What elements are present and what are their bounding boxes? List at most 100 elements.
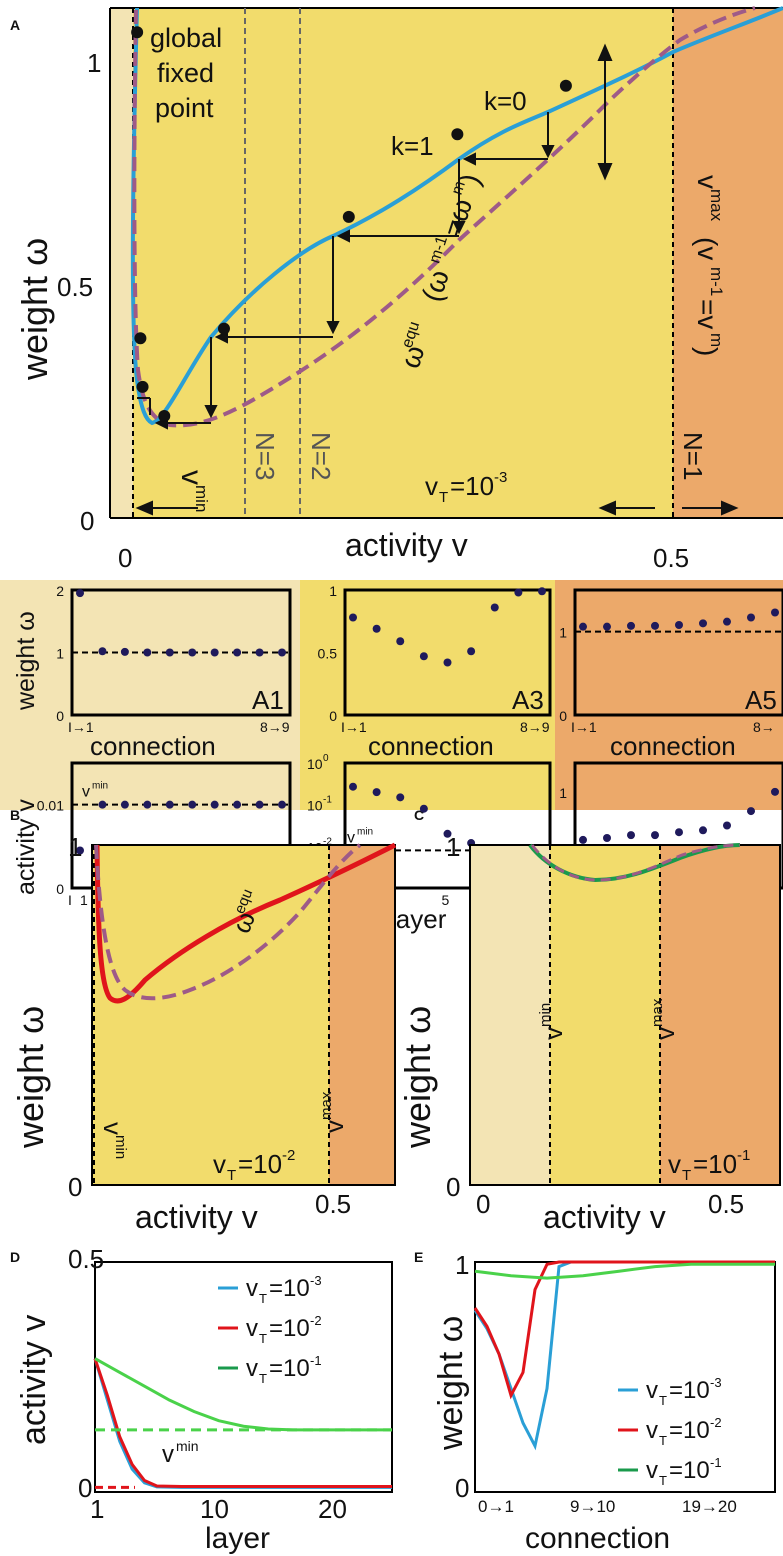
- annot-k0: k=0: [484, 86, 527, 116]
- subplot-xtick: 8→9: [520, 719, 550, 735]
- panel-d: v min v T =10 -3v T =10 -2v T =10 -1 0.5 0 1 10 2…: [15, 1244, 393, 1555]
- subplot-point: [210, 648, 219, 657]
- subplot-point: [419, 652, 428, 661]
- bg-yellow-sub: [300, 580, 555, 810]
- svg-text:v: v: [425, 471, 438, 501]
- subplot-ytick: 0.01: [37, 798, 64, 814]
- svg-text:min: min: [192, 485, 211, 512]
- bg-beige-sub: [0, 580, 300, 810]
- subplot-ytick: 10: [307, 798, 323, 814]
- subplot-point: [443, 658, 452, 667]
- subplot-xtick: I→1: [571, 719, 597, 735]
- subplot-point: [514, 588, 523, 597]
- a5-xlabel: connection: [610, 731, 736, 761]
- subplot-point: [165, 800, 174, 809]
- e-legend-sub: T: [659, 1433, 667, 1448]
- d-legend-sub: T: [259, 1291, 267, 1306]
- d-legend-v: v: [246, 1275, 258, 1302]
- annot-vmax: v max (v m-1 =v m ): [692, 175, 726, 356]
- subplot-point: [603, 622, 611, 631]
- subplot-point: [627, 831, 635, 840]
- d-legend-val: =10: [269, 1275, 310, 1302]
- e-ytick-1: 1: [455, 1250, 469, 1280]
- e-series-line: [473, 1260, 775, 1451]
- d-legend: v T =10 -3v T =10 -2v T =10 -1: [218, 1273, 322, 1386]
- d-ytick-0: 0: [78, 1473, 92, 1503]
- subplot-ytick: 10: [307, 756, 323, 772]
- subplot-vmin-label: v: [347, 829, 355, 846]
- subplot-point: [120, 647, 129, 656]
- b-vt: v T =10 -2: [213, 1147, 295, 1184]
- annot-vt: v T =10 -3: [425, 469, 507, 506]
- svg-text:): ): [692, 347, 723, 356]
- d-lines: [93, 1357, 392, 1489]
- d-xlabel: layer: [205, 1522, 270, 1555]
- subplot-title-a3: A3: [512, 685, 544, 715]
- subplot-point: [233, 648, 242, 657]
- svg-text:min: min: [176, 1438, 199, 1454]
- arrowhead: [326, 321, 340, 335]
- panel-a: global fixed point k=0 k=1 v min v max (…: [14, 6, 783, 573]
- subplot-point: [699, 826, 707, 835]
- svg-text:-3: -3: [494, 469, 507, 486]
- subplot-point: [723, 617, 731, 626]
- subplot-point: [255, 800, 264, 809]
- subplot-ytick: 1: [559, 785, 567, 801]
- annot-n3: N=3: [250, 432, 280, 480]
- svg-text:v: v: [98, 1122, 128, 1135]
- e-xtick-9: 9→10: [570, 1497, 615, 1516]
- cobweb-marker: [158, 410, 171, 422]
- subplot-ytick: 0: [329, 708, 337, 724]
- arrowhead: [597, 43, 613, 61]
- e-ylabel: weight ω: [432, 1316, 470, 1451]
- subplot-point: [396, 793, 405, 802]
- subplot-xtick: I→1: [341, 719, 367, 735]
- e-xtick-19: 19→20: [682, 1497, 737, 1516]
- b-vmin-label: v min: [98, 1122, 129, 1159]
- d-series-line: [94, 1357, 392, 1432]
- b-ytick-0: 0: [68, 1172, 82, 1202]
- d-vmin: v min: [162, 1438, 199, 1468]
- c-bg-beige: [470, 845, 550, 1185]
- subplot-xtick: I→1: [68, 719, 94, 735]
- e-series-line: [474, 1262, 775, 1280]
- c-bg-orange: [660, 845, 780, 1185]
- a-xlabel: activity v: [345, 527, 468, 563]
- e-legend-exp: -2: [710, 1415, 722, 1430]
- cobweb-marker: [136, 380, 149, 393]
- subplot-ytick: 0: [56, 881, 64, 897]
- a1-xlabel: connection: [90, 731, 216, 761]
- subplot-point: [278, 800, 286, 809]
- e-legend-exp: -1: [710, 1455, 722, 1470]
- region-orange: [673, 8, 783, 518]
- subplot-xtick: 1: [80, 892, 88, 908]
- subplot-ytick: 1: [329, 583, 337, 599]
- d-legend-exp: -3: [310, 1273, 322, 1288]
- a3-xlabel: connection: [368, 731, 494, 761]
- b-vmax-label: v max: [318, 1091, 349, 1133]
- svg-text:v: v: [538, 1027, 568, 1040]
- panel-letter-b: B: [10, 807, 20, 823]
- d-legend-val: =10: [269, 1315, 310, 1342]
- e-legend-sub: T: [659, 1473, 667, 1488]
- subplot-ytick: 0: [56, 708, 64, 724]
- panel-letter-a: A: [10, 17, 20, 33]
- arrowhead: [336, 229, 350, 243]
- d-legend-sub: T: [259, 1331, 267, 1346]
- subplot-ytick-exp: -1: [323, 795, 332, 806]
- b-ytick-1: 1: [68, 832, 82, 862]
- a-markers: [131, 26, 572, 422]
- a-ylabel: weight ω: [14, 238, 55, 381]
- subplot-point: [165, 648, 174, 657]
- annot-point: point: [155, 93, 214, 123]
- subplot-ytick-exp: -2: [323, 836, 332, 847]
- c-vmax-label: v max: [649, 998, 680, 1040]
- d-xtick-1: 1: [90, 1494, 104, 1524]
- svg-text:=10: =10: [238, 1149, 282, 1179]
- subplot-point: [443, 829, 452, 838]
- e-legend-exp: -3: [710, 1375, 722, 1390]
- subplot-point: [143, 800, 152, 809]
- e-legend-v: v: [646, 1417, 658, 1444]
- subplot-point: [188, 648, 197, 657]
